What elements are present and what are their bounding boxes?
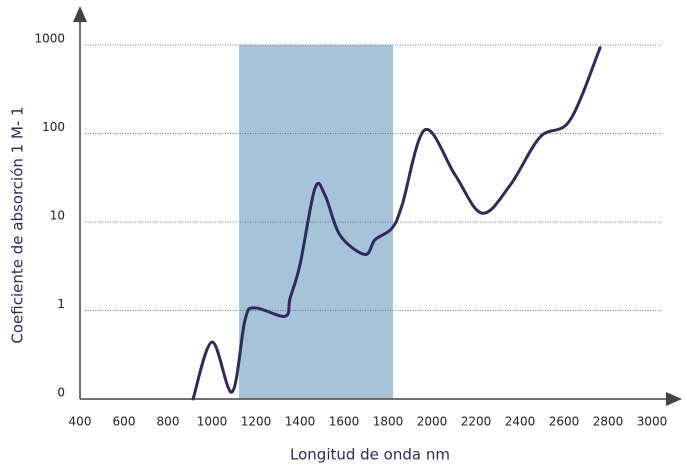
y-axis-label: Coeficiente de absorción 1 M- 1 <box>9 106 27 343</box>
x-tick-label: 2000 <box>417 415 448 429</box>
y-tick-label: 10 <box>50 209 65 223</box>
x-tick-label: 800 <box>157 415 180 429</box>
x-tick-label: 1200 <box>241 415 272 429</box>
x-tick-label: 2400 <box>505 415 536 429</box>
x-tick-label: 3000 <box>637 415 668 429</box>
x-axis-label: Longitud de onda nm <box>290 446 450 464</box>
x-tick-label: 600 <box>113 415 136 429</box>
x-tick-label: 1400 <box>285 415 316 429</box>
x-tick-label: 2200 <box>461 415 492 429</box>
y-tick-label: 0 <box>57 386 65 400</box>
x-tick-label: 1600 <box>329 415 360 429</box>
x-tick-label: 2800 <box>593 415 624 429</box>
y-axis-arrow <box>73 6 87 22</box>
line-series <box>191 46 602 401</box>
y-tick-label: 100 <box>42 120 65 134</box>
x-tick-label: 2600 <box>549 415 580 429</box>
y-tick-label: 1000 <box>34 32 65 46</box>
x-tick-label: 1800 <box>373 415 404 429</box>
x-tick-label: 1000 <box>197 415 228 429</box>
highlight-band <box>239 45 394 399</box>
y-tick-label: 1 <box>57 297 65 311</box>
x-tick-label: 400 <box>69 415 92 429</box>
x-axis-arrow <box>666 392 682 406</box>
